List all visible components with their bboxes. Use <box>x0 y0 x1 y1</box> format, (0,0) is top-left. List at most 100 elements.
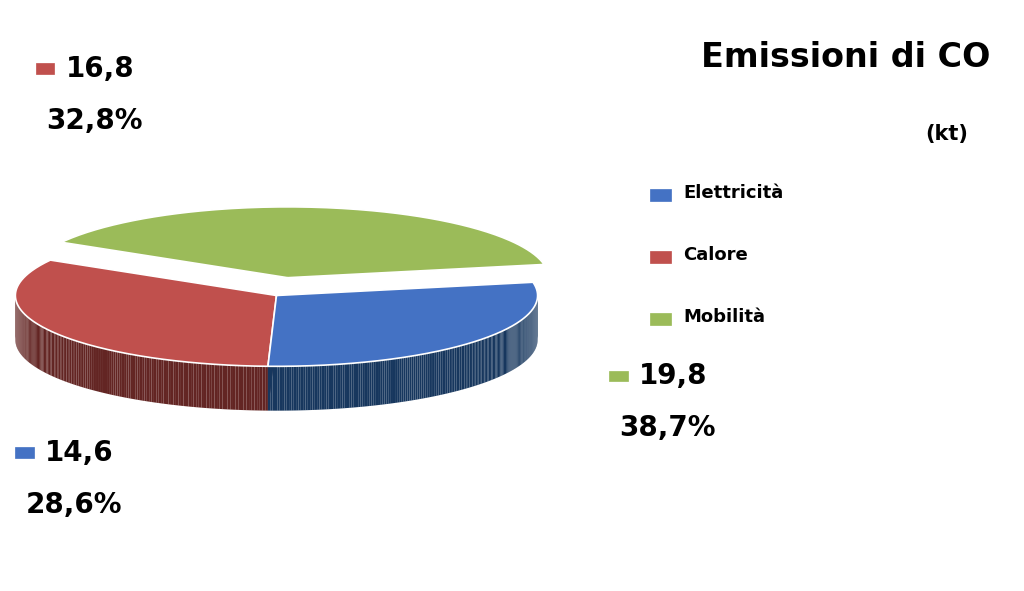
Polygon shape <box>95 346 97 391</box>
Polygon shape <box>45 328 46 374</box>
Polygon shape <box>427 353 429 398</box>
Polygon shape <box>431 352 433 397</box>
Polygon shape <box>146 357 150 402</box>
Polygon shape <box>416 355 418 400</box>
Polygon shape <box>122 353 124 397</box>
Polygon shape <box>298 366 301 410</box>
Polygon shape <box>87 345 89 389</box>
Polygon shape <box>314 365 317 410</box>
Polygon shape <box>247 366 249 410</box>
Polygon shape <box>327 365 329 410</box>
Polygon shape <box>270 366 272 411</box>
Polygon shape <box>342 364 345 408</box>
Polygon shape <box>487 337 488 382</box>
Polygon shape <box>305 366 308 410</box>
Polygon shape <box>157 358 159 403</box>
Polygon shape <box>69 338 70 383</box>
Polygon shape <box>15 260 276 366</box>
Polygon shape <box>462 345 463 390</box>
Polygon shape <box>457 346 458 391</box>
Polygon shape <box>101 348 103 393</box>
Polygon shape <box>44 327 45 372</box>
Polygon shape <box>401 358 403 402</box>
Polygon shape <box>280 366 282 411</box>
Text: Mobilità: Mobilità <box>683 308 765 326</box>
Polygon shape <box>89 345 91 389</box>
Polygon shape <box>433 352 435 397</box>
Polygon shape <box>338 364 340 408</box>
Polygon shape <box>38 324 39 369</box>
Polygon shape <box>43 327 44 372</box>
Polygon shape <box>477 340 478 385</box>
Polygon shape <box>49 330 50 375</box>
Polygon shape <box>70 339 72 384</box>
Polygon shape <box>159 359 161 404</box>
Polygon shape <box>474 342 476 386</box>
Polygon shape <box>58 335 60 379</box>
Polygon shape <box>37 324 38 369</box>
Polygon shape <box>403 357 406 402</box>
Polygon shape <box>509 327 510 372</box>
Polygon shape <box>53 332 54 377</box>
Polygon shape <box>178 361 181 406</box>
Polygon shape <box>120 352 122 397</box>
Polygon shape <box>114 351 116 395</box>
Polygon shape <box>35 322 36 368</box>
Polygon shape <box>329 365 331 409</box>
Polygon shape <box>436 351 438 396</box>
Polygon shape <box>202 363 204 408</box>
Text: 32,8%: 32,8% <box>46 107 142 135</box>
Polygon shape <box>268 296 276 411</box>
Polygon shape <box>173 361 176 405</box>
Polygon shape <box>365 362 367 407</box>
Polygon shape <box>488 336 490 381</box>
Polygon shape <box>171 361 173 405</box>
Text: 14,6: 14,6 <box>45 439 114 467</box>
Polygon shape <box>380 361 382 405</box>
Polygon shape <box>57 334 58 379</box>
Polygon shape <box>249 366 252 410</box>
Polygon shape <box>410 356 412 401</box>
Polygon shape <box>54 333 56 378</box>
Polygon shape <box>387 359 389 404</box>
Text: Elettricità: Elettricità <box>683 184 783 202</box>
Polygon shape <box>268 282 538 366</box>
Polygon shape <box>322 365 324 410</box>
Polygon shape <box>440 350 442 395</box>
Polygon shape <box>353 363 356 407</box>
Polygon shape <box>39 325 40 370</box>
Polygon shape <box>116 351 118 396</box>
Polygon shape <box>204 363 207 408</box>
Polygon shape <box>393 359 395 403</box>
Polygon shape <box>197 363 199 407</box>
Polygon shape <box>460 346 462 390</box>
Polygon shape <box>463 345 465 389</box>
Polygon shape <box>504 330 505 375</box>
Polygon shape <box>227 365 230 410</box>
Polygon shape <box>435 352 436 396</box>
Text: 16,8: 16,8 <box>66 54 134 83</box>
Polygon shape <box>110 350 112 395</box>
Polygon shape <box>75 340 77 385</box>
Polygon shape <box>367 362 370 406</box>
Polygon shape <box>82 343 84 388</box>
Polygon shape <box>99 348 101 392</box>
Polygon shape <box>303 366 305 410</box>
Polygon shape <box>262 366 265 411</box>
Polygon shape <box>450 348 452 393</box>
Polygon shape <box>275 366 278 411</box>
Bar <box>609 371 628 381</box>
Polygon shape <box>278 366 280 411</box>
Bar <box>15 447 34 458</box>
Text: 28,6%: 28,6% <box>26 491 122 519</box>
Polygon shape <box>399 358 401 402</box>
Polygon shape <box>164 359 166 404</box>
Polygon shape <box>209 364 212 408</box>
Polygon shape <box>358 362 360 407</box>
Polygon shape <box>225 365 227 410</box>
Polygon shape <box>112 350 114 395</box>
Polygon shape <box>301 366 303 410</box>
Polygon shape <box>166 360 169 404</box>
Polygon shape <box>128 354 131 398</box>
Polygon shape <box>497 333 498 378</box>
